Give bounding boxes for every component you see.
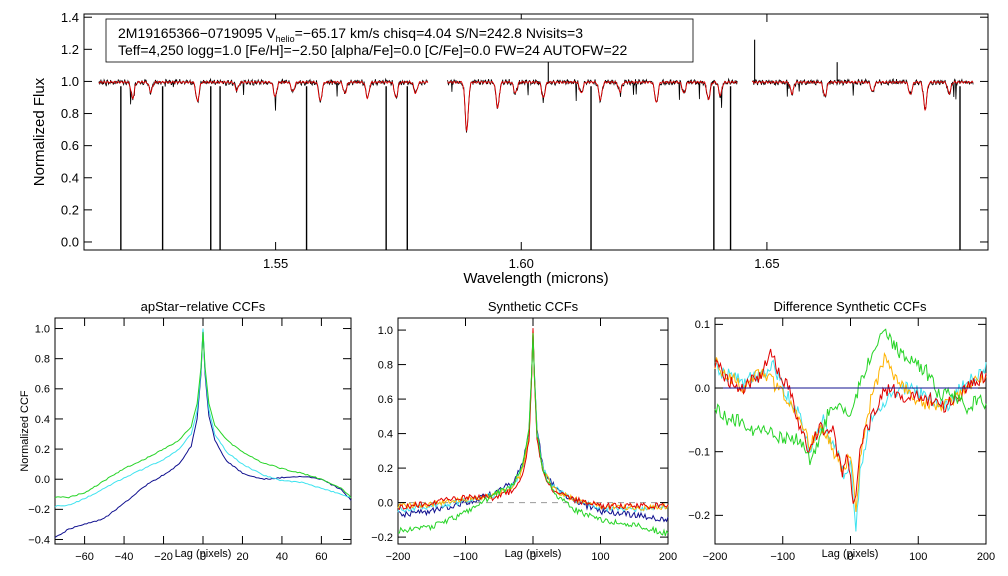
ccf2-y-tick-label-1: 0.0 (378, 497, 393, 509)
synthetic-ccf-panel: −200 −100 0 100 200 −0.2 0.0 0.2 0.4 0.6 0.8 1.0 Sy… (371, 299, 677, 563)
ccf1-x-tick-label-6: 60 (315, 551, 327, 563)
synthetic-ccf-x-label: Lag (pixels) (505, 548, 562, 560)
spectrum-panel: 1.55 1.60 1.65 0.0 0.2 0.4 0.6 0.8 1.0 1.2 1.4 2M1… (31, 10, 989, 287)
difference-ccf-frame (714, 317, 987, 545)
ccf3-x-tick-label-3: 100 (909, 551, 927, 563)
ccf2-y-tick-label-0: −0.2 (371, 532, 393, 544)
apstar-ccf-data (54, 328, 352, 538)
ccf3-x-tick-label-4: 200 (977, 551, 995, 563)
spectrum-y-tick-label-1: 0.2 (61, 202, 79, 217)
spectrum-y-tick-label-5: 1.0 (61, 74, 79, 89)
stellar-parameters-box (105, 18, 694, 63)
ccf1-y-tick-label-5: 0.6 (35, 384, 50, 396)
ccf3-series-green (714, 328, 987, 466)
synthetic-ccf-axes: −200 −100 0 100 200 −0.2 0.0 0.2 0.4 0.6 0.8 1.0 (371, 318, 677, 563)
ccf2-x-tick-label-2: 0 (530, 551, 536, 563)
stellar-parameters-line1: 2M19165366−0719095 Vhelio=−65.17 km/s ch… (118, 25, 583, 44)
ccf2-y-tick-label-2: 0.2 (378, 463, 393, 475)
ccf3-series-orange (714, 352, 987, 512)
ccf3-x-tick-label-2: 0 (847, 551, 853, 563)
spectrum-x-tick-label-1: 1.60 (509, 256, 534, 271)
ccf1-x-tick-label-0: −60 (75, 551, 94, 563)
spectrum-axes: 1.55 1.60 1.65 0.0 0.2 0.4 0.6 0.8 1.0 1.2 1.4 (61, 10, 988, 271)
ccf1-y-tick-label-7: 1.0 (35, 323, 50, 335)
apstar-ccf-frame (54, 317, 352, 545)
spectrum-x-axis-label: Wavelength (microns) (463, 270, 608, 287)
model-spectrum-chip-0 (98, 80, 429, 103)
ccf1-x-tick-label-4: 20 (236, 551, 248, 563)
ccf3-y-tick-label-0: −0.2 (688, 510, 710, 522)
apstar-ccf-x-label: Lag (pixels) (175, 548, 232, 560)
difference-ccf-axes: −200 −100 0 100 200 −0.2 −0.1 0.0 0.1 (688, 318, 995, 563)
difference-ccf-title: Difference Synthetic CCFs (774, 299, 927, 314)
ccf3-x-tick-label-0: −200 (703, 551, 728, 563)
spectrum-x-tick-label-2: 1.65 (754, 256, 779, 271)
apstar-ccf-axes: −60 −40 −20 0 20 40 60 −0.4 −0.2 0.0 0.2 0.4 0.6 0.8 1… (28, 318, 351, 563)
stellar-parameters-line2: Teff=4,250 logg=1.0 [Fe/H]=−2.50 [alpha/… (118, 42, 627, 58)
apstar-ccf-title: apStar−relative CCFs (141, 299, 266, 314)
spectrum-y-tick-label-4: 0.8 (61, 106, 79, 121)
spectrum-y-tick-label-7: 1.4 (61, 10, 79, 25)
spectrum-y-tick-label-0: 0.0 (61, 235, 79, 250)
ccf1-y-tick-label-2: 0.0 (35, 474, 50, 486)
spectrum-data (98, 39, 974, 250)
apstar-ccf-panel: −60 −40 −20 0 20 40 60 −0.4 −0.2 0.0 0.2 0.4 0.6 0.8 1… (19, 299, 352, 563)
ccf1-y-tick-label-4: 0.4 (35, 414, 50, 426)
ccf2-y-tick-label-3: 0.4 (378, 428, 393, 440)
model-spectrum-chip-2 (752, 80, 974, 112)
ccf1-x-tick-label-2: −20 (154, 551, 173, 563)
synthetic-ccf-data (397, 328, 669, 537)
ccf1-y-tick-label-1: −0.2 (28, 504, 50, 516)
ccf3-y-tick-label-1: −0.1 (688, 447, 710, 459)
ccf1-y-tick-label-3: 0.2 (35, 444, 50, 456)
difference-ccf-panel: −200 −100 0 100 200 −0.2 −0.1 0.0 0.1 Difference… (688, 299, 995, 563)
ccf1-series-cyan (54, 328, 352, 508)
spectrum-y-tick-label-3: 0.6 (61, 138, 79, 153)
ccf3-series-red (714, 348, 987, 504)
spectrum-x-tick-label-0: 1.55 (263, 256, 288, 271)
ccf2-x-tick-label-1: −100 (453, 551, 478, 563)
ccf1-y-tick-label-6: 0.8 (35, 354, 50, 366)
ccf2-x-tick-label-4: 200 (659, 551, 677, 563)
ccf2-y-tick-label-6: 1.0 (378, 325, 393, 337)
ccf2-x-tick-label-3: 100 (591, 551, 609, 563)
spectrum-y-axis-label: Normalized Flux (31, 77, 48, 186)
spectrum-y-tick-label-6: 1.2 (61, 42, 79, 57)
ccf1-x-tick-label-1: −40 (115, 551, 134, 563)
synthetic-ccf-frame (397, 317, 669, 545)
ccf2-series-green (397, 333, 669, 537)
ccf1-x-tick-label-5: 40 (276, 551, 288, 563)
difference-ccf-data (714, 328, 987, 532)
synthetic-ccf-title: Synthetic CCFs (488, 299, 579, 314)
ccf2-x-tick-label-0: −200 (386, 551, 411, 563)
ccf3-y-tick-label-2: 0.0 (695, 383, 710, 395)
ccf3-x-tick-label-1: −100 (770, 551, 795, 563)
ccf1-series-green (54, 331, 352, 499)
spectrum-y-tick-label-2: 0.4 (61, 170, 79, 185)
ccf3-y-tick-label-3: 0.1 (695, 319, 710, 331)
helio-subscript: helio (276, 34, 295, 44)
ccf2-y-tick-label-4: 0.6 (378, 394, 393, 406)
model-spectrum-chip-1 (447, 80, 738, 133)
ccf2-series-red (397, 328, 669, 511)
ccf1-x-tick-label-3: 0 (200, 551, 206, 563)
difference-ccf-x-label: Lag (pixels) (822, 548, 879, 560)
ccf1-y-tick-label-0: −0.4 (28, 534, 50, 546)
ccf2-y-tick-label-5: 0.8 (378, 359, 393, 371)
apstar-ccf-y-label: Normalized CCF (19, 390, 31, 472)
